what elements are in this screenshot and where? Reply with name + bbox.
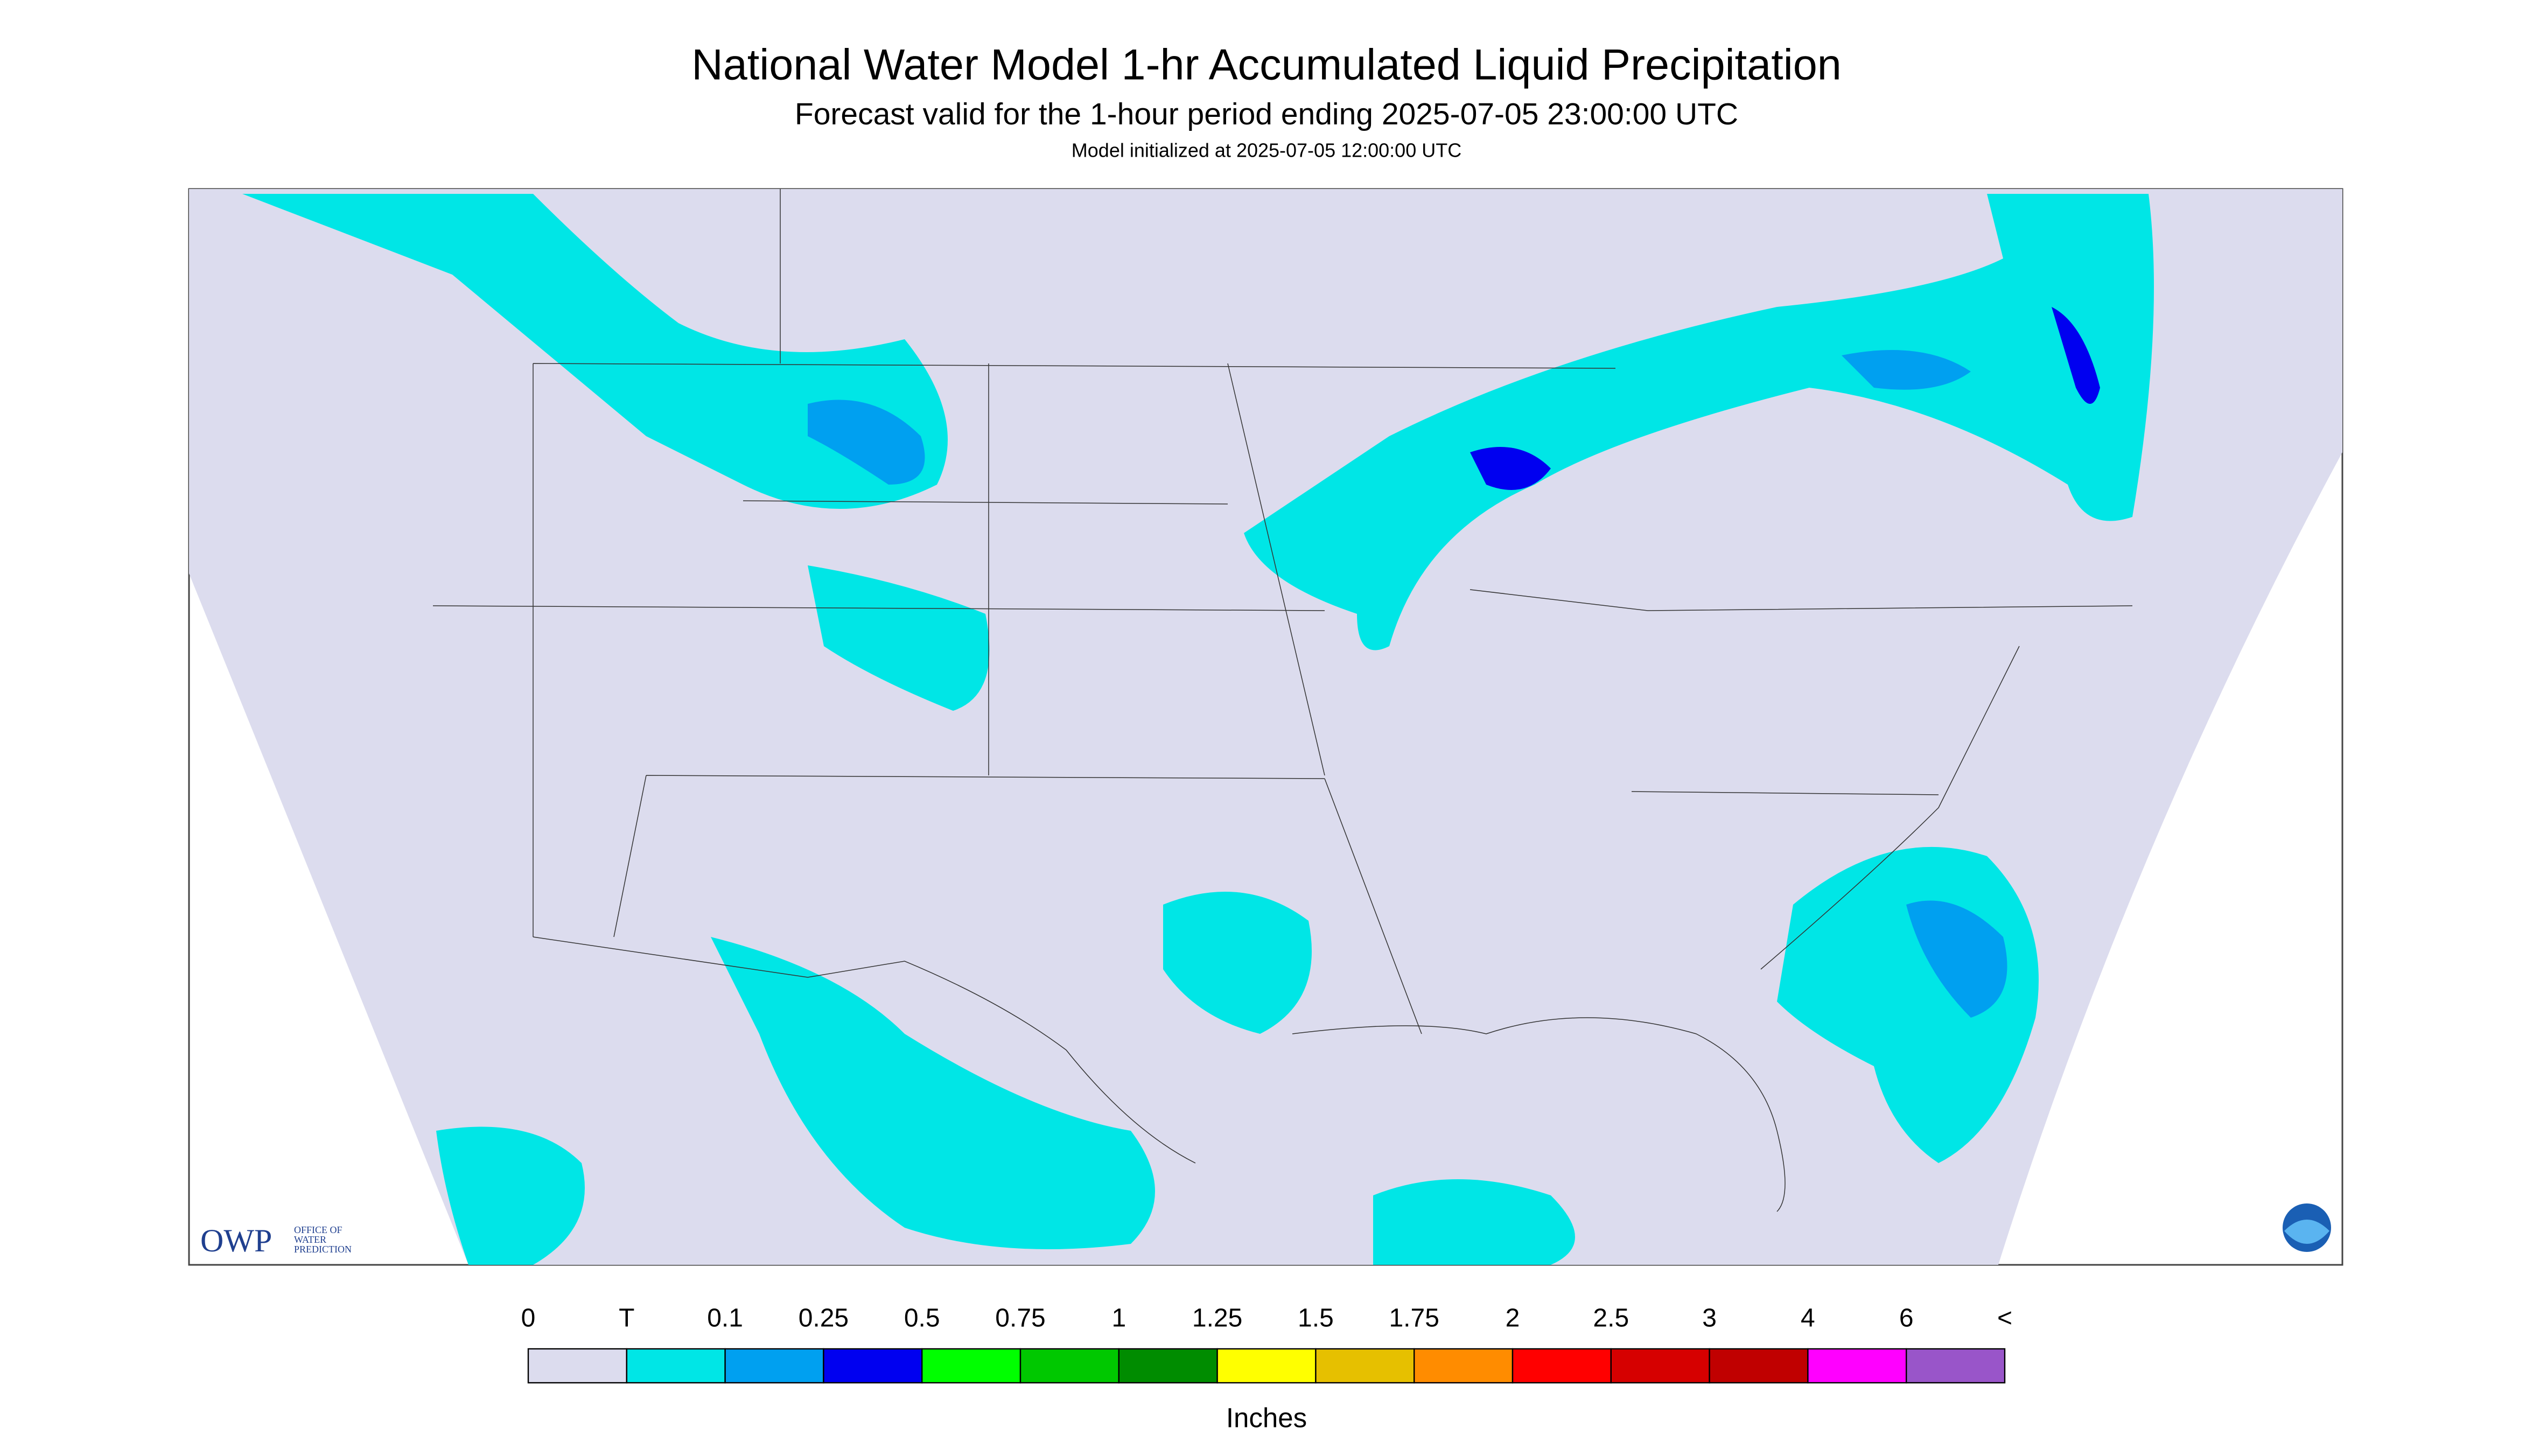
precip-area bbox=[436, 1126, 585, 1265]
legend-tick-label: T bbox=[619, 1304, 634, 1333]
legend-swatch bbox=[823, 1348, 923, 1384]
noaa-logo bbox=[2283, 1203, 2331, 1252]
legend-tick-label: < bbox=[1997, 1304, 2012, 1333]
legend-swatch bbox=[1216, 1348, 1317, 1384]
noaa-logo-wave bbox=[2284, 1220, 2329, 1244]
precip-area bbox=[808, 565, 990, 711]
legend-tick-label: 1.25 bbox=[1192, 1304, 1242, 1333]
precip-area bbox=[242, 194, 948, 509]
precip-area bbox=[1373, 1179, 1575, 1265]
legend-tick-label: 0.25 bbox=[799, 1304, 849, 1333]
owp-logo-text: OFFICE OF bbox=[294, 1224, 342, 1235]
precip-areas bbox=[242, 194, 2154, 1265]
legend-tick-label: 1 bbox=[1111, 1304, 1126, 1333]
owp-logo-text: PREDICTION bbox=[294, 1244, 352, 1255]
title: National Water Model 1-hr Accumulated Li… bbox=[691, 40, 1842, 89]
legend-swatch bbox=[1315, 1348, 1415, 1384]
legend-tick-label: 1.75 bbox=[1389, 1304, 1439, 1333]
legend-swatch bbox=[1807, 1348, 1907, 1384]
owp-logo: OWP bbox=[200, 1223, 272, 1258]
legend-swatch bbox=[724, 1348, 824, 1384]
state-lines bbox=[432, 189, 2133, 1164]
legend-swatch bbox=[1512, 1348, 1612, 1384]
legend-tick-label: 2.5 bbox=[1593, 1304, 1629, 1333]
owp-logo-text: WATER bbox=[294, 1234, 326, 1245]
precip-area bbox=[1163, 892, 1312, 1034]
legend-swatch bbox=[1905, 1348, 2006, 1384]
precip-area bbox=[1906, 900, 2007, 1018]
precip-area bbox=[1470, 447, 1551, 491]
legend-tick-label: 0 bbox=[521, 1304, 536, 1333]
legend-tick-label: 6 bbox=[1899, 1304, 1914, 1333]
precip-area bbox=[2052, 307, 2100, 404]
init-note: Model initialized at 2025-07-05 12:00:00… bbox=[1072, 139, 1461, 162]
legend-tick-label: 1.5 bbox=[1298, 1304, 1334, 1333]
precip-area bbox=[711, 937, 1155, 1250]
boundaries bbox=[432, 189, 2133, 1212]
precip-area bbox=[808, 400, 925, 485]
precip-area bbox=[1842, 350, 1971, 390]
legend-swatch bbox=[626, 1348, 726, 1384]
legend-swatch bbox=[527, 1348, 628, 1384]
legend: 0 T 0.1 0.25 0.5 0.75 1 1.25 1.5 1.75 2 2.5 3 4 6 < bbox=[521, 1304, 2012, 1384]
legend-swatch bbox=[1118, 1348, 1218, 1384]
legend-tick-label: 0.5 bbox=[904, 1304, 940, 1333]
legend-tick-label: 0.1 bbox=[707, 1304, 743, 1333]
subtitle: Forecast valid for the 1-hour period end… bbox=[795, 97, 1738, 131]
legend-swatch bbox=[1610, 1348, 1710, 1384]
legend-tick-label: 3 bbox=[1702, 1304, 1717, 1333]
map: OWP OFFICE OF WATER PREDICTION bbox=[188, 188, 2343, 1266]
precip-area bbox=[1244, 194, 2154, 650]
legend-swatch bbox=[921, 1348, 1021, 1384]
legend-tick-label: 0.75 bbox=[995, 1304, 1045, 1333]
coastline bbox=[1292, 646, 2020, 1212]
legend-swatch bbox=[1709, 1348, 1809, 1384]
legend-tick-label: 4 bbox=[1801, 1304, 1815, 1333]
legend-swatch bbox=[1019, 1348, 1120, 1384]
legend-tick-label: 2 bbox=[1506, 1304, 1520, 1333]
legend-unit: Inches bbox=[1226, 1402, 1307, 1433]
legend-swatch bbox=[1414, 1348, 1514, 1384]
